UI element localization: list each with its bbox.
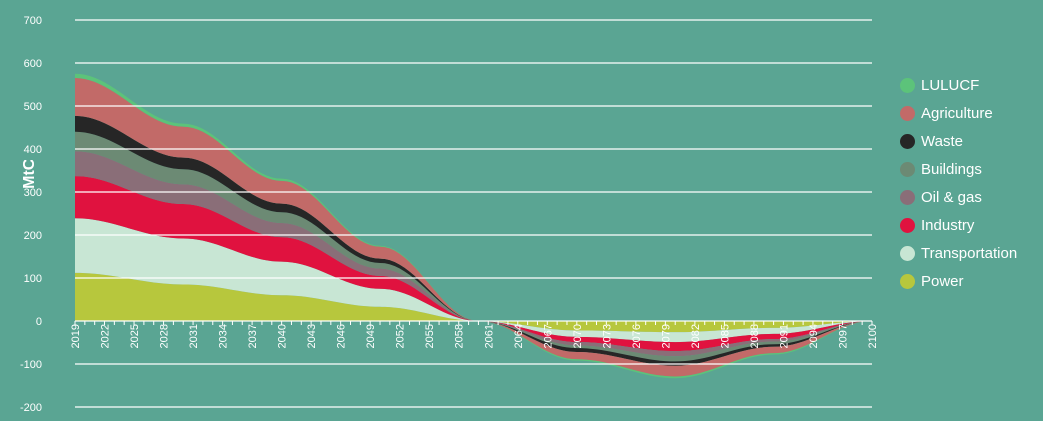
legend-label: Buildings (921, 160, 982, 178)
legend-label: Power (921, 272, 964, 290)
y-tick-label: 200 (24, 230, 42, 242)
x-tick-label: 2046 (336, 324, 348, 348)
legend-item: Agriculture (900, 99, 1017, 127)
legend-item: Industry (900, 211, 1017, 239)
x-tick-label: 2088 (749, 324, 761, 348)
x-tick-label: 2019 (70, 324, 82, 348)
legend: LULUCF Agriculture Waste Buildings Oil & gas… (900, 71, 1017, 295)
legend-item: Transportation (900, 239, 1017, 267)
legend-label: Transportation (921, 244, 1018, 262)
area-layer (75, 73, 872, 379)
y-tick-label: 0 (36, 316, 42, 328)
x-tick-label: 2067 (542, 324, 554, 348)
x-tick-label: 2049 (365, 324, 377, 348)
legend-swatch (900, 161, 915, 177)
legend-swatch (900, 217, 915, 233)
legend-swatch (900, 105, 915, 121)
legend-item: Power (900, 267, 1017, 295)
y-axis-label: MtCO2e (21, 160, 43, 189)
y-tick-label: 500 (24, 101, 42, 113)
x-tick-label: 2082 (690, 324, 702, 348)
x-tick-label: 2043 (306, 324, 318, 348)
x-tick-label: 2034 (218, 324, 230, 348)
x-tick-label: 2040 (277, 324, 289, 348)
area-transportation (75, 218, 872, 343)
x-tick-label: 2076 (631, 324, 643, 348)
legend-label: Industry (921, 216, 975, 234)
x-tick-label: 2079 (660, 324, 672, 348)
grid-layer (74, 19, 873, 408)
legend-swatch (900, 133, 915, 149)
x-tick-label: 2058 (454, 324, 466, 348)
y-tick-labels: 700 600 500 400 300 200 100 0 -100 -200 (20, 15, 42, 414)
svg-text:MtCO2e: MtCO2e (21, 160, 43, 189)
x-tick-labels: 2019 2022 2025 2028 2031 2034 2037 2040 2043 2046… (70, 324, 879, 348)
x-tick-label: 2031 (188, 324, 200, 348)
legend-item: LULUCF (900, 71, 1017, 99)
x-tick-label: 2094 (808, 324, 820, 348)
legend-label: Agriculture (921, 104, 993, 122)
legend-item: Buildings (900, 155, 1017, 183)
x-tick-label: 2064 (513, 324, 525, 348)
x-tick-label: 2070 (572, 324, 584, 348)
y-tick-label: 300 (24, 187, 42, 199)
y-tick-label: -100 (20, 359, 42, 371)
x-tick-label: 2100 (867, 324, 879, 348)
legend-item: Waste (900, 127, 1017, 155)
legend-item: Oil & gas (900, 183, 1017, 211)
x-tick-label: 2022 (100, 324, 112, 348)
x-tick-label: 2037 (247, 324, 259, 348)
y-tick-label: 700 (24, 15, 42, 27)
x-tick-label: 2055 (424, 324, 436, 348)
legend-swatch (900, 273, 915, 289)
y-tick-label: 100 (24, 273, 42, 285)
x-tick-label: 2052 (395, 324, 407, 348)
legend-label: Oil & gas (921, 188, 982, 206)
legend-label: Waste (921, 132, 963, 150)
y-tick-label: 400 (24, 144, 42, 156)
x-tick-label: 2091 (778, 324, 790, 348)
area-agriculture (75, 78, 872, 377)
legend-swatch (900, 189, 915, 205)
legend-swatch (900, 77, 915, 93)
area-industry (75, 176, 872, 352)
x-tick-label: 2073 (601, 324, 613, 348)
x-tick-label: 2025 (129, 324, 141, 348)
legend-label: LULUCF (921, 76, 980, 94)
x-tick-label: 2028 (159, 324, 171, 348)
area-power (75, 272, 872, 333)
y-tick-label: 600 (24, 58, 42, 70)
x-tick-label: 2061 (483, 324, 495, 348)
x-tick-label: 2085 (719, 324, 731, 348)
legend-swatch (900, 245, 915, 261)
x-tick-label: 2097 (838, 324, 850, 348)
y-tick-label: -200 (20, 402, 42, 414)
